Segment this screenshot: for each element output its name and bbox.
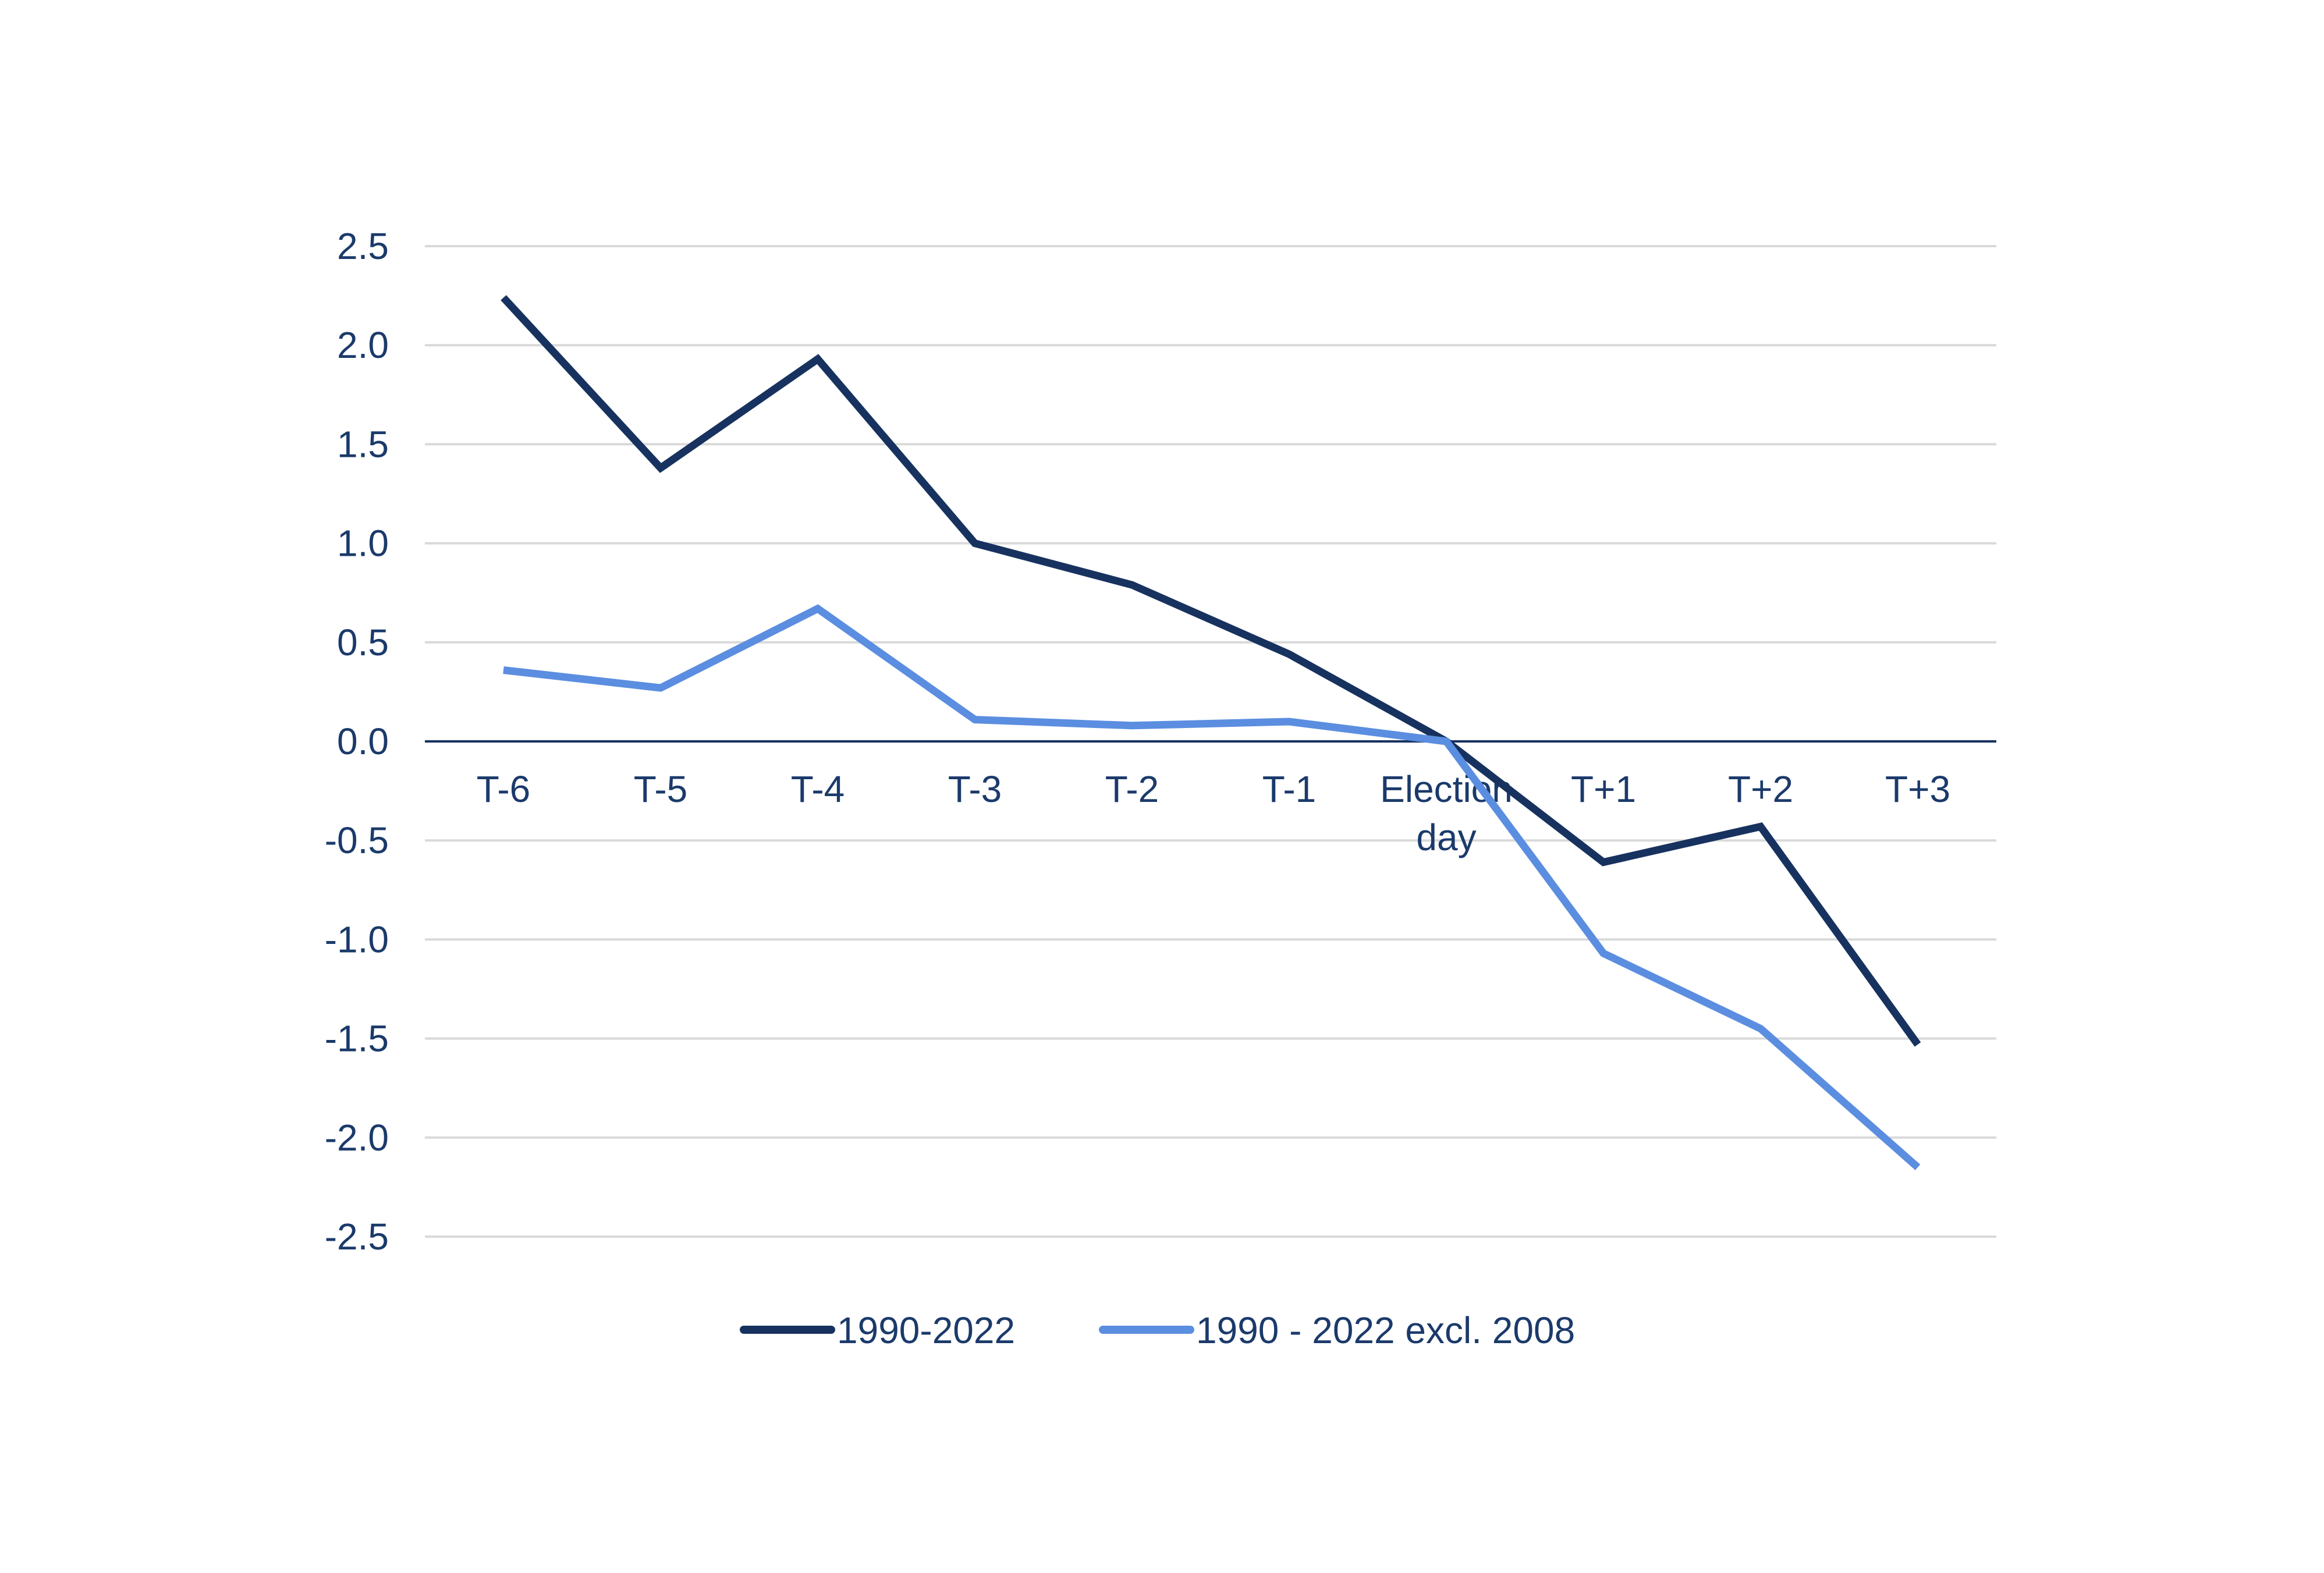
legend-label-2: 1990 - 2022 excl. 2008 bbox=[1196, 1309, 1575, 1351]
y-tick-label: -2.0 bbox=[325, 1117, 389, 1159]
x-tick-label: T-2 bbox=[1105, 768, 1159, 810]
x-tick-label-line: T-5 bbox=[634, 768, 687, 810]
y-tick-label: 1.5 bbox=[337, 423, 389, 465]
series-line-1 bbox=[501, 295, 1921, 1047]
x-tick-label-line: T-4 bbox=[791, 768, 845, 810]
x-tick-label: T+1 bbox=[1571, 768, 1636, 810]
x-tick-label: T+3 bbox=[1885, 768, 1950, 810]
x-tick-label-line: T-2 bbox=[1105, 768, 1159, 810]
x-tick-label: T-1 bbox=[1262, 768, 1316, 810]
x-tick-label-line: T+2 bbox=[1728, 768, 1793, 810]
y-tick-label: -1.5 bbox=[325, 1018, 389, 1060]
x-tick-label-line: T-3 bbox=[948, 768, 1002, 810]
y-tick-label: -2.5 bbox=[325, 1216, 389, 1258]
y-tick-label: 1.0 bbox=[337, 523, 389, 564]
x-tick-label: T-3 bbox=[948, 768, 1002, 810]
x-tick-label: T-5 bbox=[634, 768, 687, 810]
gridlines bbox=[425, 245, 1996, 1238]
y-tick-label: 2.5 bbox=[337, 225, 389, 267]
x-tick-label: T+2 bbox=[1728, 768, 1793, 810]
legend-label-1: 1990-2022 bbox=[837, 1309, 1015, 1351]
y-tick-label: 0.0 bbox=[337, 720, 389, 762]
y-tick-label: 0.5 bbox=[337, 622, 389, 663]
x-tick-label-line: T+1 bbox=[1571, 768, 1636, 810]
y-axis: 2.5 2.0 1.5 1.0 0.5 0.0 -0.5 -1.0 -1.5 -2.0 -2.5 bbox=[325, 225, 389, 1258]
x-tick-label: T-4 bbox=[791, 768, 845, 810]
x-tick-label: T-6 bbox=[477, 768, 530, 810]
x-tick-label-line: T-1 bbox=[1262, 768, 1316, 810]
y-tick-label: 2.0 bbox=[337, 324, 389, 366]
x-tick-label-line: T-6 bbox=[477, 768, 530, 810]
y-tick-label: -0.5 bbox=[325, 819, 389, 861]
y-tick-label: -1.0 bbox=[325, 918, 389, 960]
series-layer bbox=[501, 295, 1921, 1170]
x-tick-label-line: T+3 bbox=[1885, 768, 1950, 810]
legend: 1990-2022 1990 - 2022 excl. 2008 bbox=[740, 1309, 1575, 1351]
x-tick-label-line: day bbox=[1416, 816, 1476, 858]
series-line-2 bbox=[503, 604, 1921, 1170]
